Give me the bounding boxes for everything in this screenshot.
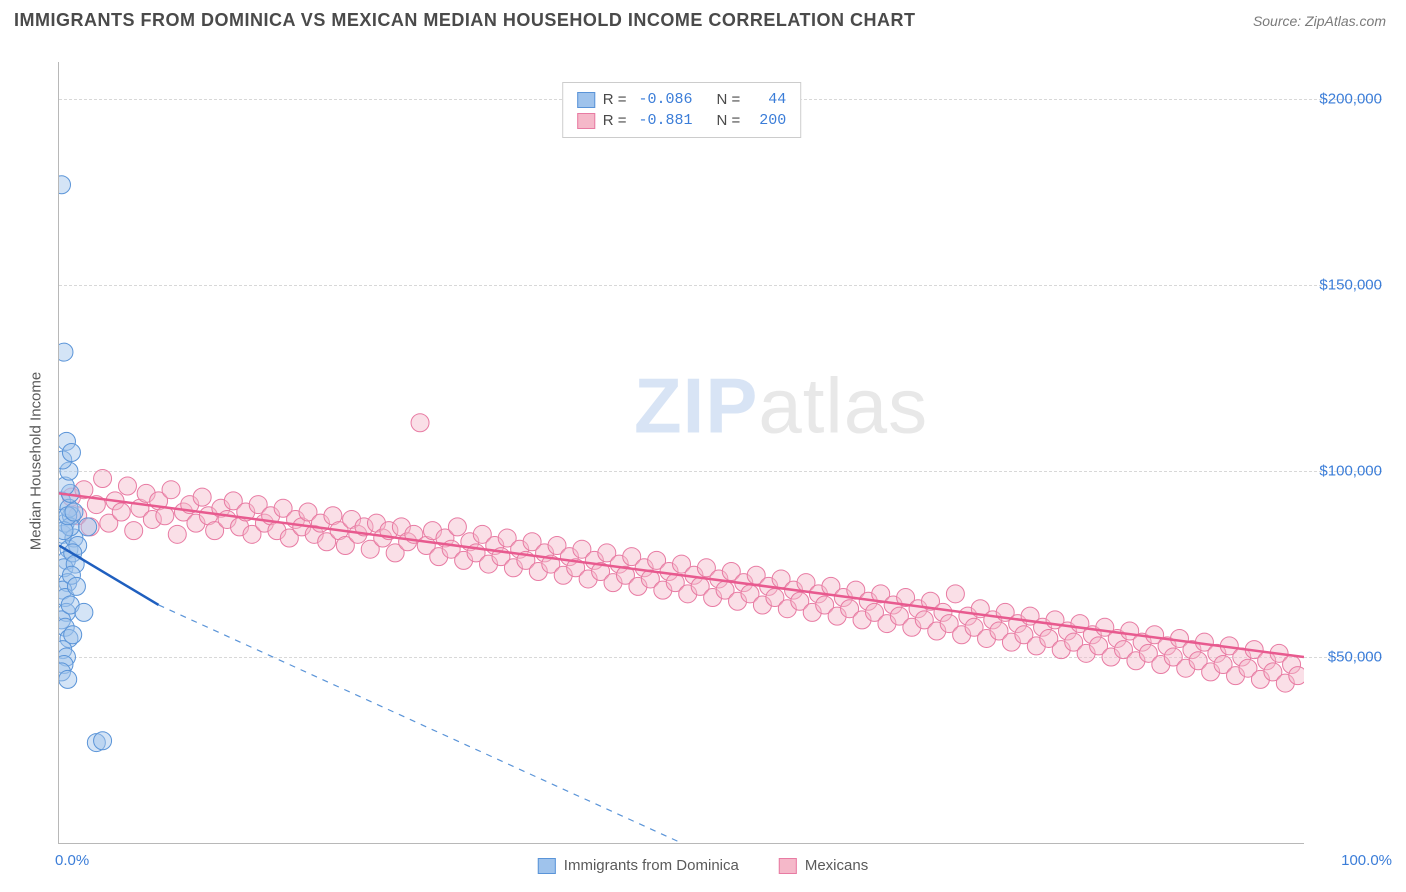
n-value-mexicans: 200: [752, 112, 786, 129]
chart-header: IMMIGRANTS FROM DOMINICA VS MEXICAN MEDI…: [0, 0, 1406, 39]
chart-title: IMMIGRANTS FROM DOMINICA VS MEXICAN MEDI…: [14, 10, 915, 31]
x-tick-min: 0.0%: [55, 852, 89, 869]
plot-area: ZIPatlas R = -0.086 N = 44 R = -0.881 N …: [58, 62, 1304, 844]
chart-container: Median Household Income ZIPatlas R = -0.…: [14, 44, 1392, 878]
series-legend: Immigrants from Dominica Mexicans: [538, 857, 868, 874]
y-axis-label: Median Household Income: [28, 372, 45, 550]
scatter-svg: [59, 62, 1304, 843]
legend-swatch-dominica-2: [538, 858, 556, 874]
legend-item-dominica: Immigrants from Dominica: [538, 857, 739, 874]
n-value-dominica: 44: [752, 91, 786, 108]
r-label-2: R =: [603, 112, 627, 129]
r-label: R =: [603, 91, 627, 108]
y-tick-label: $100,000: [1307, 463, 1382, 480]
legend-item-mexicans: Mexicans: [779, 857, 868, 874]
correlation-legend: R = -0.086 N = 44 R = -0.881 N = 200: [562, 82, 802, 138]
legend-swatch-dominica: [577, 92, 595, 108]
source-attribution: Source: ZipAtlas.com: [1253, 13, 1386, 29]
legend-label-dominica: Immigrants from Dominica: [564, 857, 739, 874]
legend-swatch-mexicans: [577, 113, 595, 129]
legend-row-1: R = -0.086 N = 44: [577, 89, 787, 110]
n-label: N =: [717, 91, 741, 108]
legend-label-mexicans: Mexicans: [805, 857, 868, 874]
y-tick-label: $150,000: [1307, 277, 1382, 294]
legend-row-2: R = -0.881 N = 200: [577, 110, 787, 131]
legend-swatch-mexicans-2: [779, 858, 797, 874]
r-value-mexicans: -0.881: [638, 112, 692, 129]
y-tick-label: $50,000: [1307, 649, 1382, 666]
r-value-dominica: -0.086: [638, 91, 692, 108]
y-tick-label: $200,000: [1307, 91, 1382, 108]
x-tick-max: 100.0%: [1341, 852, 1392, 869]
n-label-2: N =: [717, 112, 741, 129]
